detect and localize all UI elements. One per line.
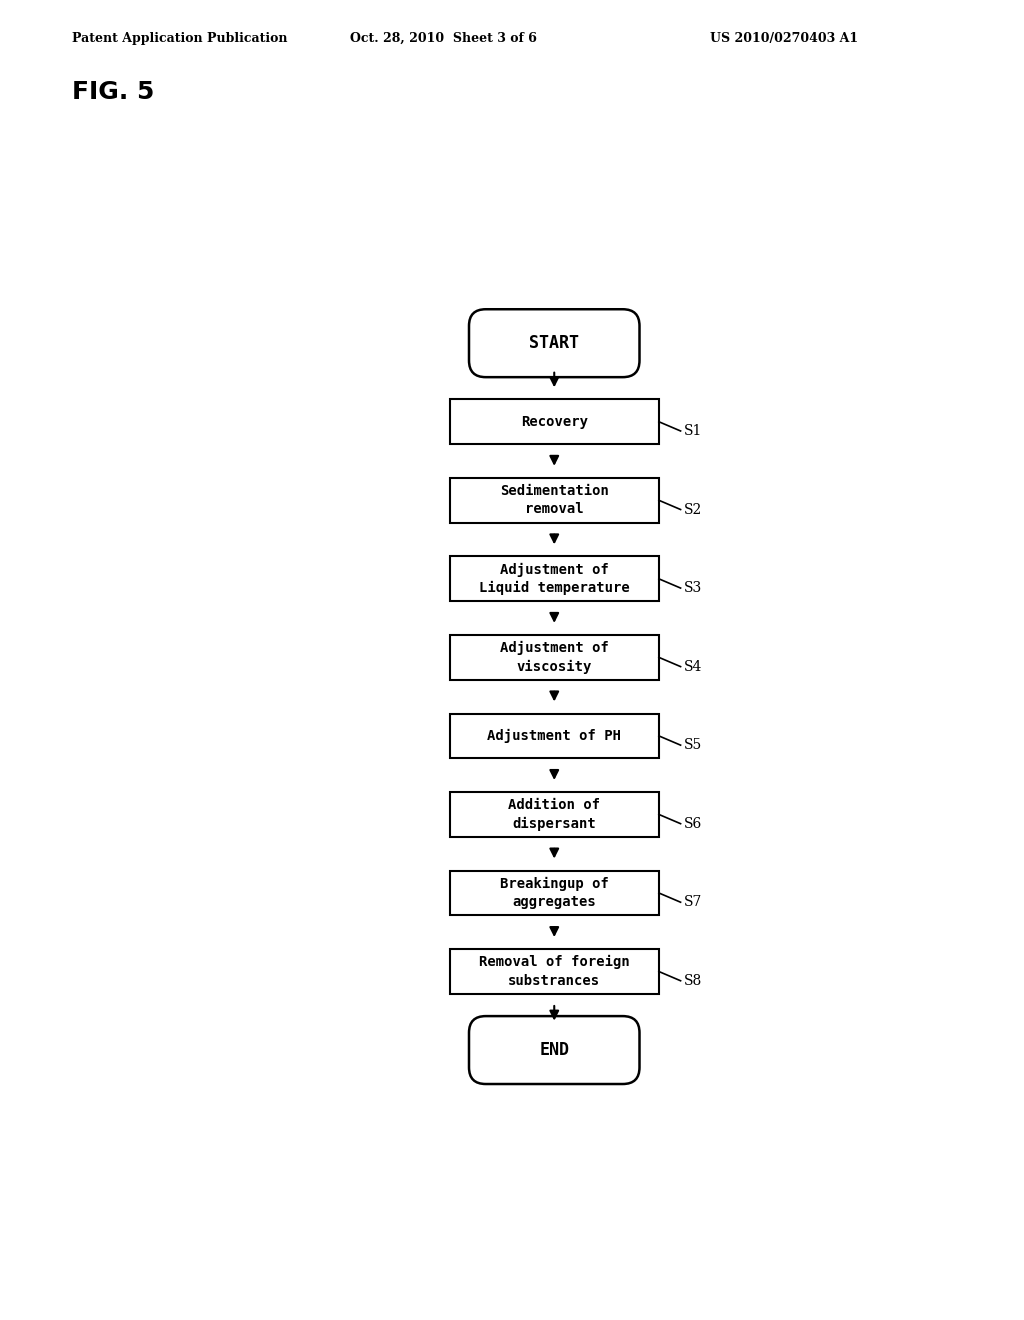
Text: Patent Application Publication: Patent Application Publication (72, 32, 288, 45)
Text: START: START (529, 334, 580, 352)
Bar (450, 792, 658, 837)
Text: S6: S6 (684, 817, 701, 830)
Text: Addition of
dispersant: Addition of dispersant (508, 799, 600, 830)
FancyBboxPatch shape (469, 309, 640, 378)
Bar (450, 714, 658, 758)
Text: Removal of foreign
substrances: Removal of foreign substrances (479, 956, 630, 987)
Text: S2: S2 (684, 503, 701, 516)
Text: END: END (540, 1041, 569, 1059)
Bar (450, 871, 658, 915)
Bar (450, 557, 658, 601)
Bar (450, 400, 658, 444)
Text: Adjustment of
viscosity: Adjustment of viscosity (500, 642, 608, 673)
Text: S1: S1 (684, 424, 702, 438)
Text: Recovery: Recovery (521, 414, 588, 429)
Text: Adjustment of PH: Adjustment of PH (487, 729, 622, 743)
Text: S4: S4 (684, 660, 702, 673)
Text: S5: S5 (684, 738, 701, 752)
FancyBboxPatch shape (469, 1016, 640, 1084)
Text: Breakingup of
aggregates: Breakingup of aggregates (500, 876, 608, 909)
Bar (450, 478, 658, 523)
Text: S3: S3 (684, 581, 701, 595)
Bar (450, 635, 658, 680)
Text: US 2010/0270403 A1: US 2010/0270403 A1 (710, 32, 858, 45)
Text: Adjustment of
Liquid temperature: Adjustment of Liquid temperature (479, 562, 630, 595)
Text: Oct. 28, 2010  Sheet 3 of 6: Oct. 28, 2010 Sheet 3 of 6 (350, 32, 537, 45)
Text: S7: S7 (684, 895, 702, 909)
Text: Sedimentation
removal: Sedimentation removal (500, 484, 608, 516)
Text: S8: S8 (684, 974, 701, 987)
Text: FIG. 5: FIG. 5 (72, 81, 155, 104)
Bar (450, 949, 658, 994)
